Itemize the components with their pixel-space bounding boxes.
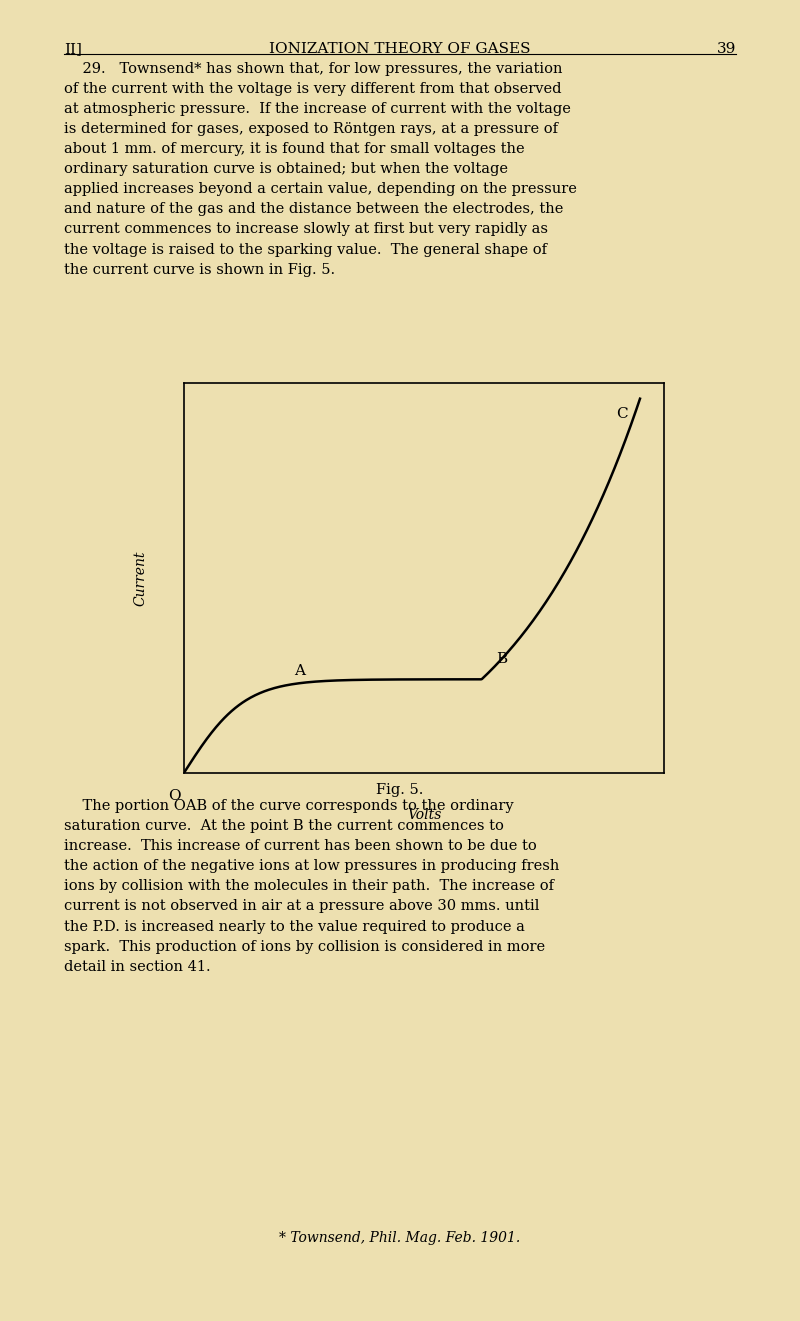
- Text: C: C: [616, 407, 628, 421]
- Text: B: B: [496, 653, 507, 666]
- Text: Volts: Volts: [407, 808, 441, 822]
- Text: O: O: [168, 789, 181, 803]
- Text: * Townsend, Phil. Mag. Feb. 1901.: * Townsend, Phil. Mag. Feb. 1901.: [279, 1231, 521, 1246]
- Text: 29.   Townsend* has shown that, for low pressures, the variation
of the current : 29. Townsend* has shown that, for low pr…: [64, 62, 577, 276]
- Text: 39: 39: [717, 42, 736, 57]
- Text: Fig. 5.: Fig. 5.: [376, 783, 424, 798]
- Text: The portion OAB of the curve corresponds to the ordinary
saturation curve.  At t: The portion OAB of the curve corresponds…: [64, 799, 559, 974]
- Text: IONIZATION THEORY OF GASES: IONIZATION THEORY OF GASES: [270, 42, 530, 57]
- Text: A: A: [294, 664, 306, 678]
- Text: Current: Current: [134, 550, 148, 606]
- Text: II]: II]: [64, 42, 82, 57]
